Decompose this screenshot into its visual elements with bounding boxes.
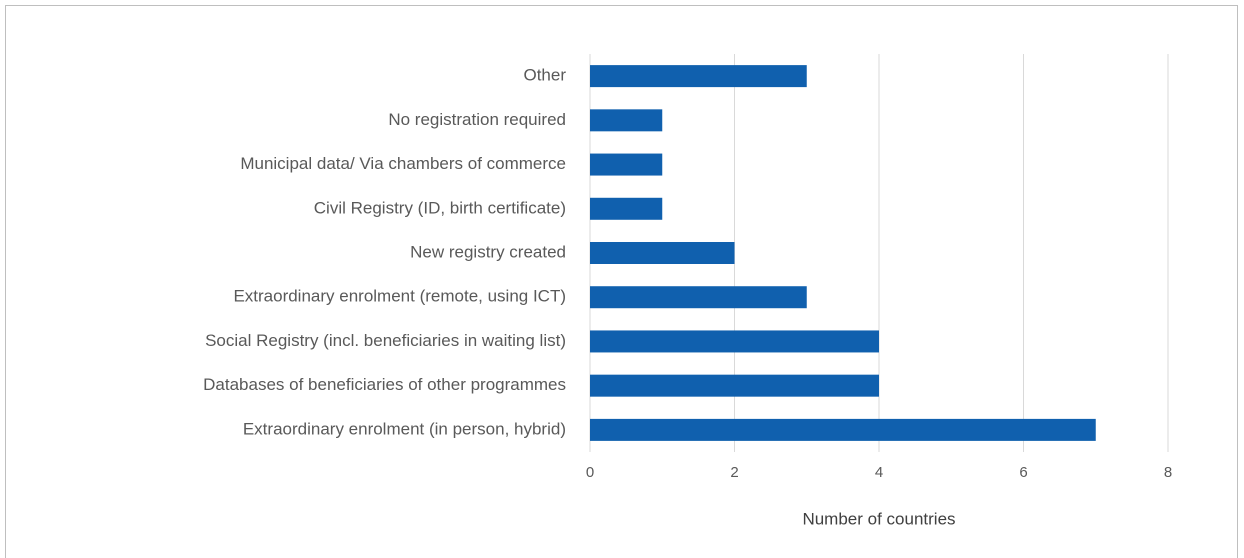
y-tick-label: New registry created: [410, 242, 566, 261]
chart-frame: [5, 5, 1238, 558]
bar: [590, 330, 879, 353]
x-tick-label: 0: [586, 464, 594, 481]
bar: [590, 153, 663, 176]
bar: [590, 109, 663, 132]
x-tick-label: 6: [1019, 464, 1027, 481]
y-tick-label: Extraordinary enrolment (remote, using I…: [233, 287, 566, 306]
bar: [590, 286, 807, 309]
x-tick-label: 2: [730, 464, 738, 481]
y-tick-label: No registration required: [388, 110, 566, 129]
y-tick-label: Databases of beneficiaries of other prog…: [203, 375, 566, 394]
y-tick-label: Municipal data/ Via chambers of commerce: [240, 154, 566, 173]
x-tick-label: 8: [1164, 464, 1172, 481]
x-axis-label: Number of countries: [802, 509, 955, 528]
y-tick-label: Extraordinary enrolment (in person, hybr…: [243, 419, 566, 438]
bar: [590, 65, 807, 88]
bar: [590, 197, 663, 220]
y-tick-label: Civil Registry (ID, birth certificate): [314, 198, 566, 217]
bar: [590, 374, 879, 397]
bar: [590, 418, 1096, 441]
bar: [590, 242, 735, 264]
x-tick-label: 4: [875, 464, 883, 481]
y-tick-label: Other: [523, 66, 566, 85]
y-tick-label: Social Registry (incl. beneficiaries in …: [205, 331, 566, 350]
